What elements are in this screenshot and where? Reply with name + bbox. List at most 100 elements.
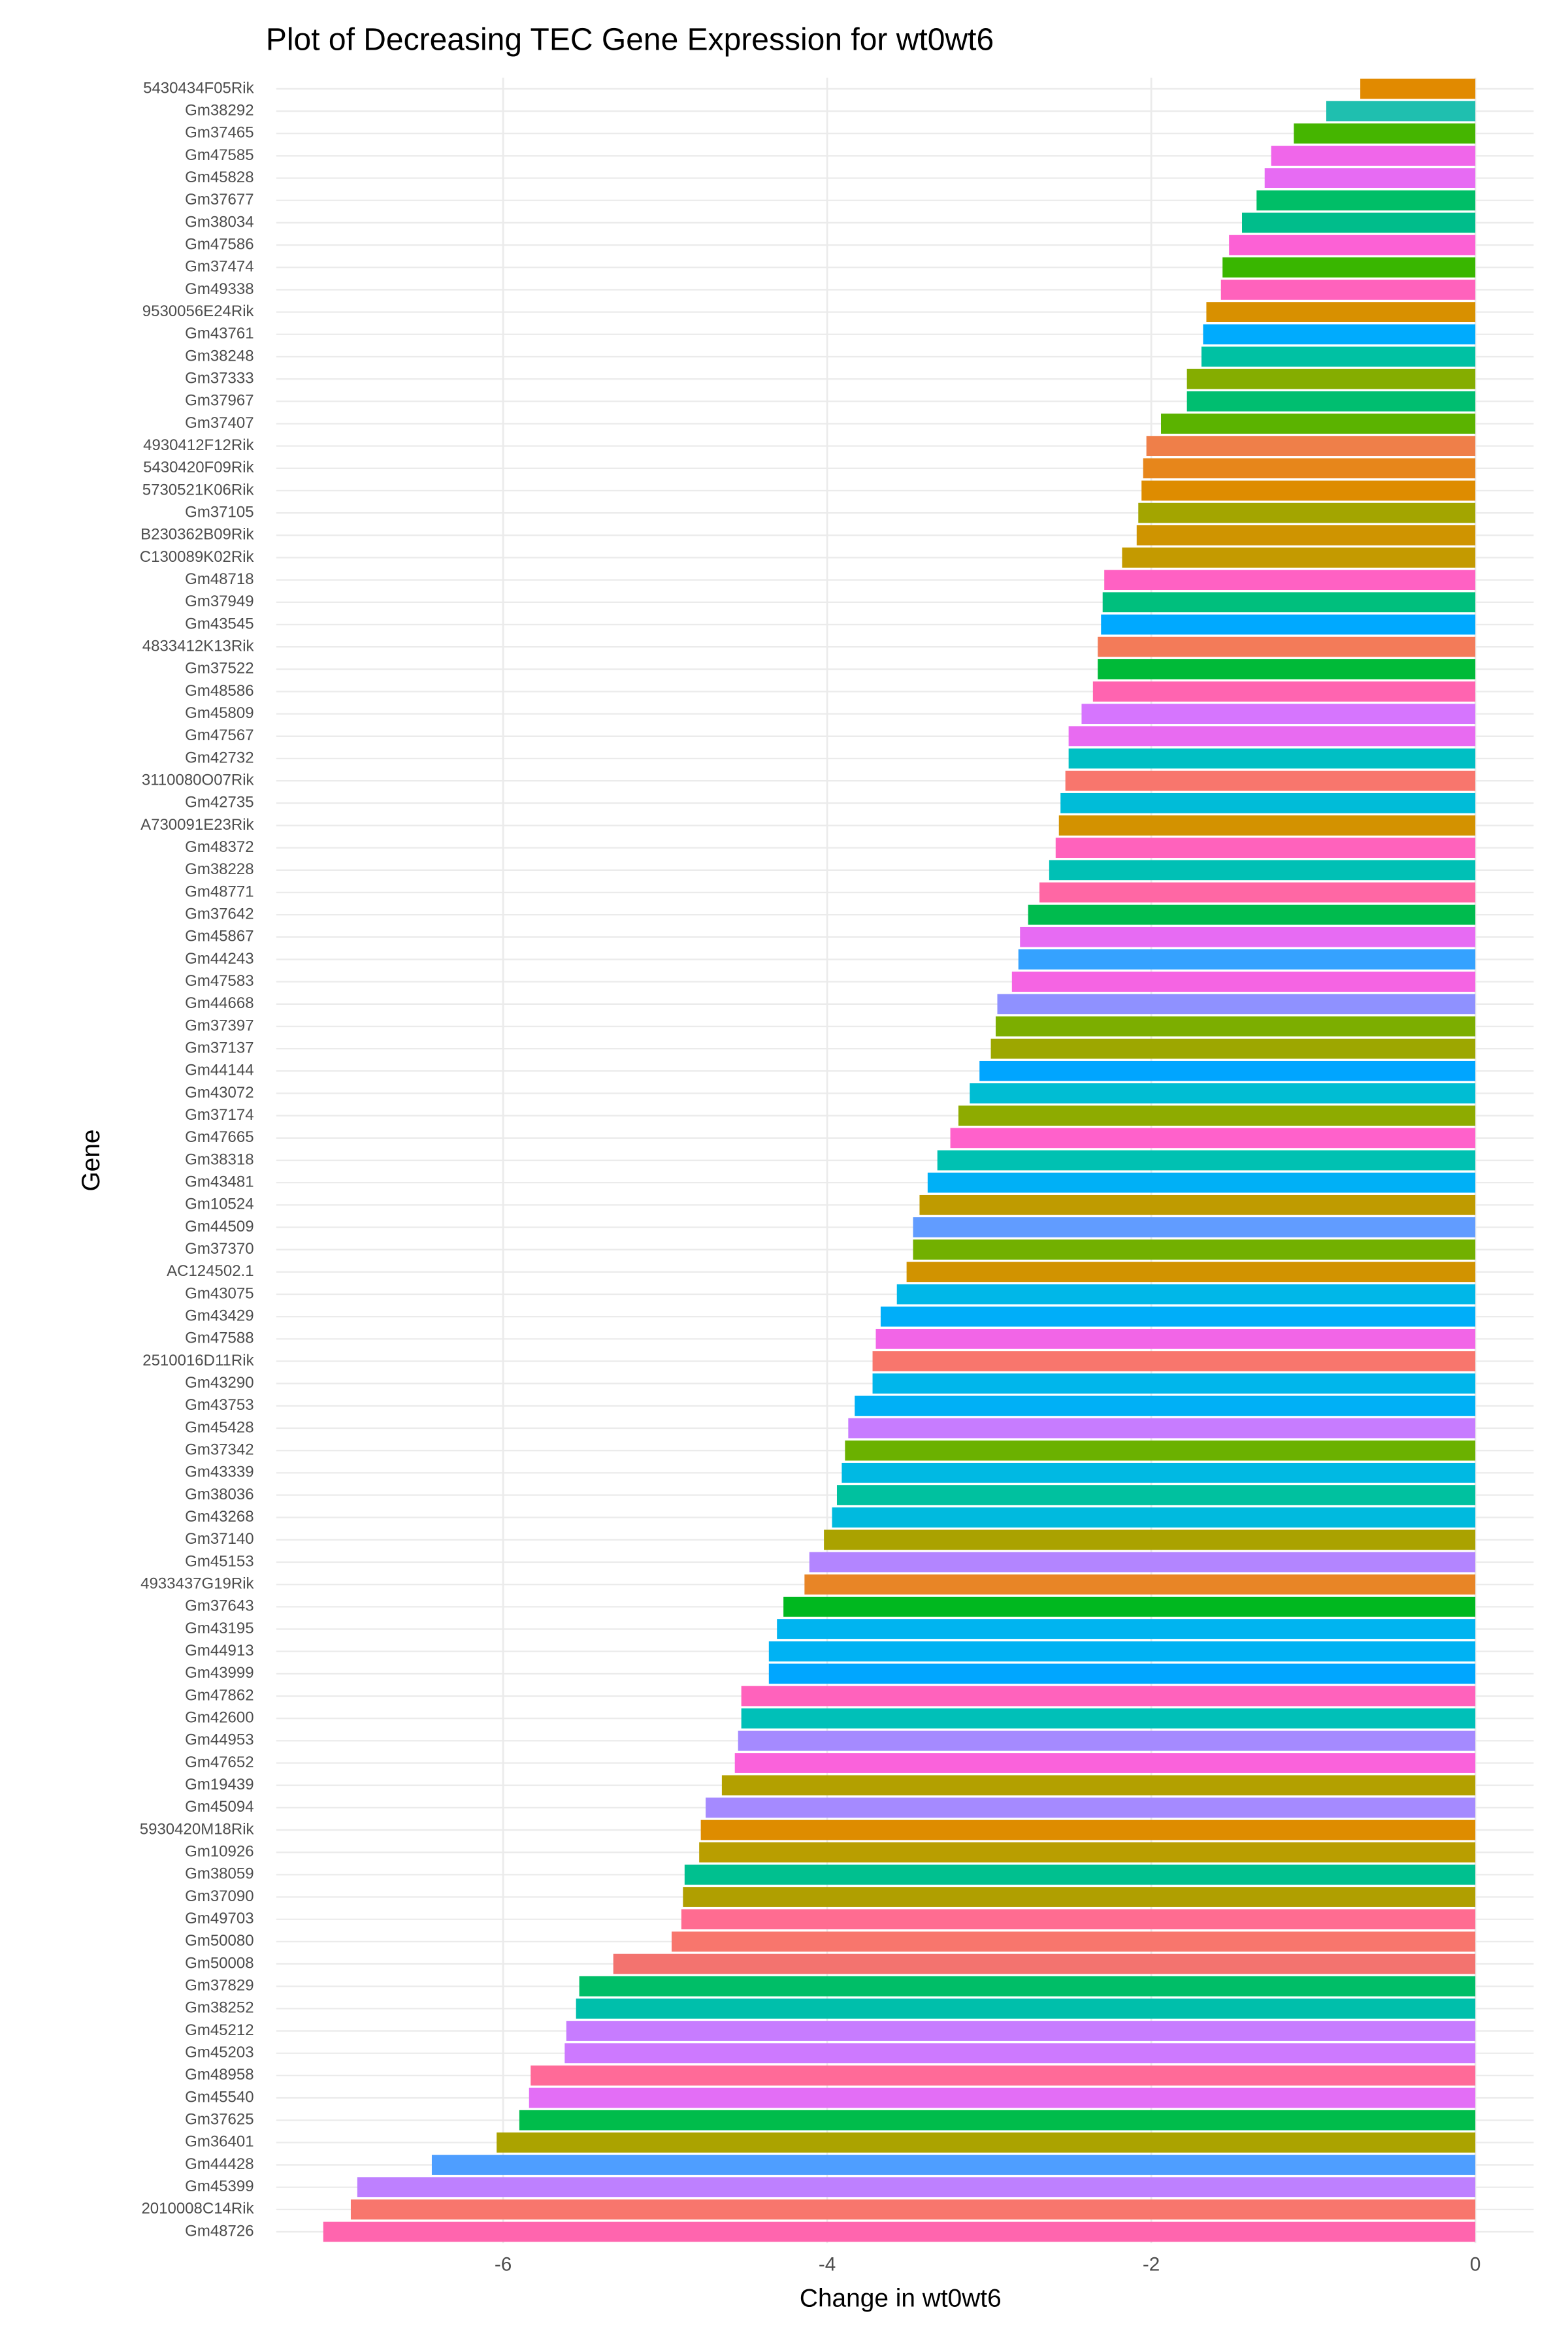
y-tick-label: Gm37474 xyxy=(185,258,253,276)
y-tick-label: 4933437G19Rik xyxy=(140,1575,254,1593)
y-tick-label: 3110080O07Rik xyxy=(142,771,255,789)
bar xyxy=(913,1217,1476,1237)
bar xyxy=(741,1708,1476,1729)
bar xyxy=(845,1440,1476,1461)
y-tick-label: Gm37967 xyxy=(185,392,253,410)
bar xyxy=(1028,904,1476,925)
bar xyxy=(958,1105,1476,1126)
y-tick-label: Gm48372 xyxy=(185,838,253,856)
x-axis-title: Change in wt0wt6 xyxy=(800,2284,1002,2312)
bar xyxy=(431,2155,1476,2175)
bar xyxy=(1242,212,1476,233)
bar xyxy=(721,1775,1476,1796)
y-tick-label: Gm45540 xyxy=(185,2088,253,2106)
bar xyxy=(872,1351,1476,1371)
y-tick-label: Gm47583 xyxy=(185,972,253,990)
y-tick-label: Gm45828 xyxy=(185,169,253,186)
y-tick-label: Gm43429 xyxy=(185,1307,253,1325)
y-tick-label: Gm42732 xyxy=(185,749,253,766)
bar xyxy=(576,1999,1476,2019)
bar xyxy=(950,1128,1476,1149)
y-tick-label: Gm45399 xyxy=(185,2178,253,2195)
y-tick-label: A730091E23Rik xyxy=(140,816,254,834)
y-tick-label: Gm42735 xyxy=(185,794,253,811)
y-tick-label: Gm48726 xyxy=(185,2222,253,2240)
y-tick-label: Gm37105 xyxy=(185,503,253,521)
y-tick-label: Gm37829 xyxy=(185,1977,253,1995)
bar xyxy=(896,1284,1476,1305)
y-tick-label: Gm37522 xyxy=(185,660,253,678)
bar xyxy=(323,2221,1476,2242)
y-tick-label: Gm47665 xyxy=(185,1128,253,1146)
y-tick-label: 4833412K13Rik xyxy=(142,637,255,655)
y-tick-label: Gm48718 xyxy=(185,570,253,588)
y-tick-label: Gm37465 xyxy=(185,124,253,142)
bar xyxy=(700,1820,1476,1840)
y-tick-label: Gm43195 xyxy=(185,1620,253,1637)
bar xyxy=(699,1842,1476,1863)
bar xyxy=(880,1306,1476,1327)
bar xyxy=(519,2110,1476,2131)
bar xyxy=(741,1686,1476,1707)
bar xyxy=(970,1083,1476,1103)
bar xyxy=(809,1552,1476,1573)
y-tick-label: Gm38252 xyxy=(185,1999,253,2017)
bar xyxy=(1294,123,1476,144)
y-tick-label: Gm43753 xyxy=(185,1396,253,1414)
bar xyxy=(1058,815,1476,836)
bar xyxy=(1102,592,1476,613)
y-tick-label: 5930420M18Rik xyxy=(140,1820,255,1838)
y-tick-label: Gm10926 xyxy=(185,1843,253,1861)
bar xyxy=(783,1596,1476,1617)
y-tick-label: Gm19439 xyxy=(185,1776,253,1793)
y-tick-label: Gm38036 xyxy=(185,1486,253,1503)
bar xyxy=(919,1194,1476,1215)
bar xyxy=(1138,502,1476,523)
x-tick-label: -2 xyxy=(1143,2253,1160,2275)
bar xyxy=(681,1909,1476,1930)
y-tick-label: Gm38228 xyxy=(185,860,253,878)
x-tick-label: -4 xyxy=(819,2253,836,2275)
bar xyxy=(1220,280,1476,300)
y-tick-label: Gm37643 xyxy=(185,1597,253,1615)
y-tick-label: Gm36401 xyxy=(185,2133,253,2151)
x-tick-label: -6 xyxy=(495,2253,512,2275)
bar xyxy=(672,1931,1476,1952)
y-tick-label: 5430434F05Rik xyxy=(143,79,254,97)
y-tick-label: Gm44243 xyxy=(185,950,253,968)
bar xyxy=(768,1641,1476,1662)
bar xyxy=(1068,748,1476,769)
bar xyxy=(1271,146,1476,166)
bar xyxy=(1055,838,1476,858)
bar xyxy=(1065,770,1476,791)
bar xyxy=(937,1150,1476,1171)
y-tick-label: Gm37397 xyxy=(185,1017,253,1034)
y-tick-label: Gm10524 xyxy=(185,1196,253,1213)
y-tick-label: Gm47588 xyxy=(185,1330,253,1347)
y-tick-label: Gm45153 xyxy=(185,1552,253,1570)
y-tick-label: Gm47652 xyxy=(185,1754,253,1771)
bar xyxy=(855,1396,1476,1416)
y-tick-label: B230362B09Rik xyxy=(140,526,254,544)
y-tick-label: Gm37407 xyxy=(185,414,253,432)
bar xyxy=(1360,78,1476,99)
y-tick-label: Gm43268 xyxy=(185,1508,253,1526)
bar xyxy=(979,1060,1476,1081)
bar xyxy=(906,1262,1476,1282)
bar xyxy=(1049,860,1476,881)
bar xyxy=(848,1418,1476,1439)
bar xyxy=(1068,726,1476,747)
y-tick-label: Gm43290 xyxy=(185,1374,253,1392)
bar xyxy=(913,1239,1476,1260)
y-tick-label: Gm47567 xyxy=(185,727,253,744)
y-tick-label: Gm45212 xyxy=(185,2021,253,2039)
bar xyxy=(1326,101,1476,122)
bar xyxy=(1020,926,1476,947)
bar xyxy=(1018,949,1476,970)
bar xyxy=(777,1619,1476,1639)
y-tick-label: Gm44913 xyxy=(185,1642,253,1659)
bar xyxy=(1060,792,1476,813)
y-tick-label: Gm37174 xyxy=(185,1106,253,1124)
bar xyxy=(1098,659,1476,679)
